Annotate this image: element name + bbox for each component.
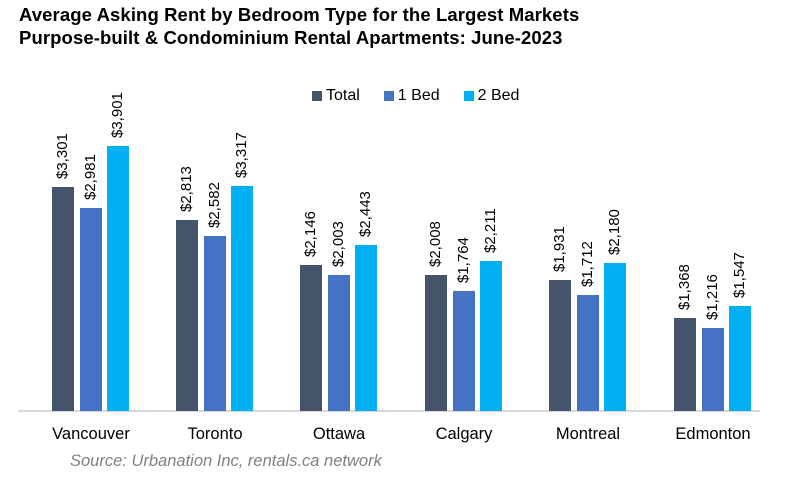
x-axis-line <box>18 410 760 412</box>
bar-vancouver-total <box>52 187 74 411</box>
bar-edmonton-2-bed <box>729 306 751 411</box>
legend-item-1-bed: 1 Bed <box>383 87 440 105</box>
bar-vancouver-1-bed <box>79 208 102 411</box>
category-label-vancouver: Vancouver <box>52 425 130 443</box>
bar-vancouver-2-bed <box>107 146 129 411</box>
legend-swatch <box>383 91 394 101</box>
bar-montreal-2-bed <box>604 263 626 411</box>
data-label: $2,003 <box>329 221 347 267</box>
bar-edmonton-total <box>674 318 696 411</box>
source-note: Source: Urbanation Inc, rentals.ca netwo… <box>70 452 382 470</box>
legend-label: 1 Bed <box>397 87 440 104</box>
data-label: $1,931 <box>551 226 568 272</box>
legend-label: Total <box>326 87 360 104</box>
legend: Total 1 Bed 2 Bed <box>312 87 519 105</box>
data-label: $3,301 <box>54 133 71 179</box>
data-label: $2,146 <box>302 211 319 257</box>
data-label: $1,712 <box>578 241 596 287</box>
legend-swatch <box>312 91 322 101</box>
legend-item-2-bed: 2 Bed <box>463 87 520 105</box>
category-label-montreal: Montreal <box>555 425 621 443</box>
category-label-edmonton: Edmonton <box>675 425 751 443</box>
data-label: $3,901 <box>109 92 126 138</box>
data-label: $1,368 <box>676 264 693 310</box>
chart-title: Average Asking Rent by Bedroom Type for … <box>19 3 579 49</box>
bar-calgary-2-bed <box>480 261 502 411</box>
bar-ottawa-2-bed <box>355 245 377 411</box>
data-label: $1,216 <box>703 274 721 320</box>
chart-subtitle: Purpose-built & Condominium Rental Apart… <box>19 27 563 48</box>
bar-calgary-1-bed <box>452 291 475 411</box>
legend-item-total: Total <box>312 87 360 105</box>
legend-swatch <box>463 91 474 101</box>
category-label-calgary: Calgary <box>435 425 493 443</box>
data-label: $2,813 <box>178 166 195 212</box>
data-label: $2,582 <box>205 182 223 228</box>
chart-title-line1: Average Asking Rent by Bedroom Type for … <box>19 4 580 25</box>
bar-calgary-total <box>425 275 447 411</box>
bar-ottawa-total <box>300 265 322 411</box>
category-label-toronto: Toronto <box>187 425 243 443</box>
data-label: $2,180 <box>606 209 623 255</box>
data-label: $1,764 <box>454 237 472 283</box>
data-label: $2,981 <box>81 154 99 200</box>
bar-montreal-total <box>549 280 571 411</box>
data-label: $1,547 <box>731 252 748 298</box>
bar-ottawa-1-bed <box>327 275 350 411</box>
data-label: $2,443 <box>357 191 374 237</box>
legend-label: 2 Bed <box>477 87 520 104</box>
bar-toronto-total <box>176 220 198 411</box>
data-label: $3,317 <box>233 132 250 178</box>
bar-toronto-1-bed <box>203 236 226 411</box>
bar-edmonton-1-bed <box>701 328 724 411</box>
data-label: $2,211 <box>482 208 499 253</box>
bar-montreal-1-bed <box>576 295 599 411</box>
data-label: $2,008 <box>427 221 444 267</box>
category-label-ottawa: Ottawa <box>312 425 366 443</box>
bar-toronto-2-bed <box>231 186 253 411</box>
